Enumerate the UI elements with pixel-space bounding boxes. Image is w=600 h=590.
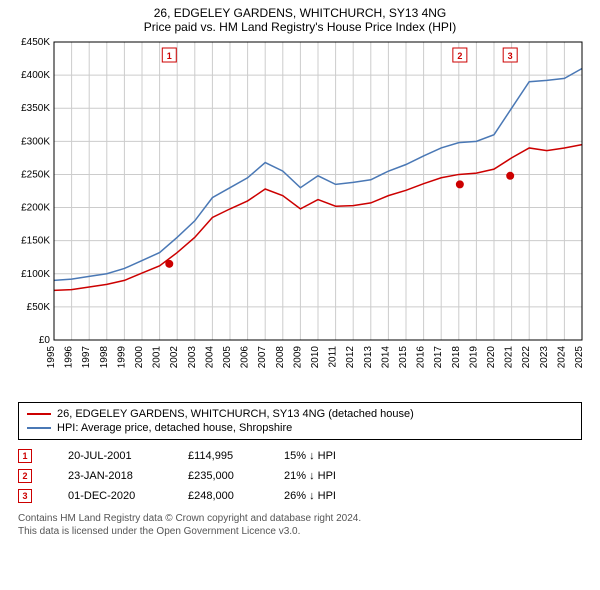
sale-date: 23-JAN-2018: [68, 470, 152, 482]
x-tick-label: 2025: [574, 346, 585, 369]
x-tick-label: 2005: [222, 346, 233, 369]
sale-marker-number: 3: [508, 51, 513, 61]
x-tick-label: 2002: [169, 346, 180, 369]
x-tick-label: 1996: [64, 346, 75, 369]
x-tick-label: 2011: [328, 346, 339, 368]
x-tick-label: 2015: [398, 346, 409, 369]
sale-row-marker: 3: [18, 489, 32, 503]
x-tick-label: 2010: [310, 346, 321, 369]
sale-marker-number: 2: [457, 51, 462, 61]
x-tick-label: 1995: [46, 346, 57, 369]
legend-swatch: [27, 427, 51, 429]
sale-price: £248,000: [188, 490, 248, 502]
title-line2: Price paid vs. HM Land Registry's House …: [10, 20, 590, 34]
y-tick-label: £150K: [21, 236, 50, 247]
chart-area: £0 £50K £100K £150K £200K £250K £300K £350K £400…: [10, 38, 590, 398]
legend-swatch: [27, 413, 51, 415]
sale-row-marker: 2: [18, 469, 32, 483]
sales-table: 1 20-JUL-2001 £114,995 15% ↓ HPI 2 23-JAN-201…: [18, 446, 582, 506]
sale-price: £114,995: [188, 450, 248, 462]
y-tick-label: £350K: [21, 103, 50, 114]
sale-diff: 15% ↓ HPI: [284, 450, 364, 462]
footer-line2: This data is licensed under the Open Gov…: [18, 525, 582, 538]
x-tick-label: 2007: [257, 346, 268, 369]
x-tick-label: 2013: [363, 346, 374, 369]
legend-box: 26, EDGELEY GARDENS, WHITCHURCH, SY13 4N…: [18, 402, 582, 440]
sale-diff: 26% ↓ HPI: [284, 490, 364, 502]
x-tick-label: 2020: [486, 346, 497, 369]
x-tick-label: 2023: [539, 346, 550, 369]
y-tick-label: £300K: [21, 136, 50, 147]
sale-price: £235,000: [188, 470, 248, 482]
sale-marker-dot: [506, 172, 514, 180]
x-tick-label: 2018: [451, 346, 462, 369]
x-tick-label: 2016: [416, 346, 427, 369]
footer-attribution: Contains HM Land Registry data © Crown c…: [18, 512, 582, 538]
y-tick-label: £50K: [27, 302, 51, 313]
y-tick-label: £100K: [21, 269, 50, 280]
y-tick-label: £450K: [21, 38, 50, 48]
x-tick-label: 2003: [187, 346, 198, 369]
footer-line1: Contains HM Land Registry data © Crown c…: [18, 512, 582, 525]
x-tick-label: 1997: [81, 346, 92, 369]
sale-row: 2 23-JAN-2018 £235,000 21% ↓ HPI: [18, 466, 582, 486]
sale-row: 3 01-DEC-2020 £248,000 26% ↓ HPI: [18, 486, 582, 506]
legend-row: 26, EDGELEY GARDENS, WHITCHURCH, SY13 4N…: [27, 407, 573, 421]
sale-marker-dot: [165, 260, 173, 268]
chart-title-block: 26, EDGELEY GARDENS, WHITCHURCH, SY13 4N…: [10, 6, 590, 34]
sale-row-marker: 1: [18, 449, 32, 463]
sale-date: 20-JUL-2001: [68, 450, 152, 462]
x-tick-label: 2017: [433, 346, 444, 369]
x-tick-label: 2000: [134, 346, 145, 369]
x-tick-label: 2014: [380, 346, 391, 369]
y-tick-label: £200K: [21, 203, 50, 214]
x-tick-label: 2024: [556, 346, 567, 369]
line-chart-svg: £0 £50K £100K £150K £200K £250K £300K £350K £400…: [10, 38, 590, 398]
sale-row: 1 20-JUL-2001 £114,995 15% ↓ HPI: [18, 446, 582, 466]
y-tick-label: £250K: [21, 169, 50, 180]
sale-marker-dot: [456, 180, 464, 188]
legend-label: HPI: Average price, detached house, Shro…: [57, 422, 292, 434]
x-tick-label: 2022: [521, 346, 532, 369]
sale-date: 01-DEC-2020: [68, 490, 152, 502]
x-tick-label: 2008: [275, 346, 286, 369]
x-tick-label: 2006: [240, 346, 251, 369]
legend-label: 26, EDGELEY GARDENS, WHITCHURCH, SY13 4N…: [57, 408, 414, 420]
x-tick-label: 2019: [468, 346, 479, 369]
y-tick-label: £0: [39, 335, 51, 346]
x-tick-label: 2021: [504, 346, 515, 369]
x-tick-label: 2004: [204, 346, 215, 369]
title-line1: 26, EDGELEY GARDENS, WHITCHURCH, SY13 4N…: [10, 6, 590, 20]
x-tick-label: 2012: [345, 346, 356, 369]
sale-marker-number: 1: [167, 51, 172, 61]
x-tick-label: 2009: [292, 346, 303, 369]
y-tick-label: £400K: [21, 70, 50, 81]
legend-row: HPI: Average price, detached house, Shro…: [27, 421, 573, 435]
x-tick-label: 1998: [99, 346, 110, 369]
x-tick-label: 2001: [152, 346, 163, 369]
x-tick-label: 1999: [116, 346, 127, 369]
sale-diff: 21% ↓ HPI: [284, 470, 364, 482]
